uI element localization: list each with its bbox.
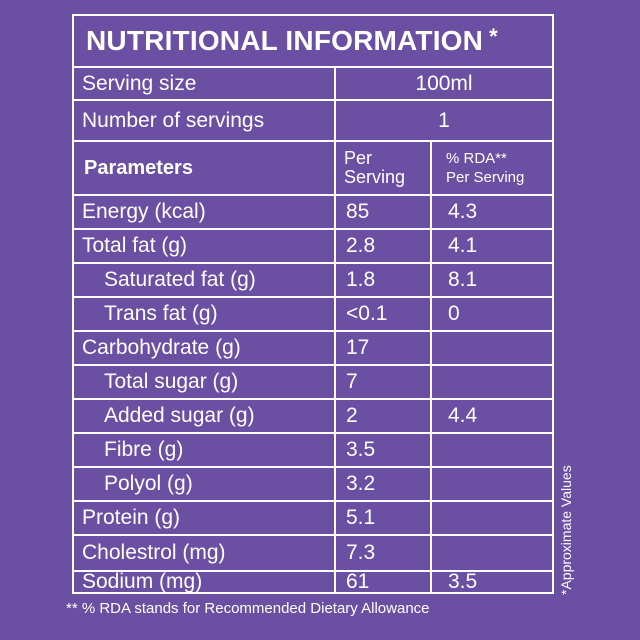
row-per-serving: 1.8 <box>334 264 430 296</box>
per-serving-header-line2: Serving <box>344 167 406 187</box>
approximate-values-note: *Approximate Values <box>558 465 574 595</box>
row-parameter: Total sugar (g) <box>104 370 239 393</box>
rda-header-line2: Per Serving <box>446 169 525 186</box>
row-parameter: Cholestrol (mg) <box>82 541 226 564</box>
table-row: Added sugar (g) 2 4.4 <box>74 400 552 434</box>
row-rda: 4.3 <box>430 196 552 228</box>
row-rda <box>430 434 552 466</box>
row-per-serving: 5.1 <box>334 502 430 534</box>
row-rda <box>430 536 552 570</box>
row-rda: 4.1 <box>430 230 552 262</box>
row-per-serving: 7 <box>334 366 430 398</box>
servings-count-value: 1 <box>334 101 552 140</box>
serving-size-value: 100ml <box>334 68 552 99</box>
table-row: Trans fat (g) <0.1 0 <box>74 298 552 332</box>
title-text: NUTRITIONAL INFORMATION <box>86 25 484 56</box>
table-row: Cholestrol (mg) 7.3 <box>74 536 552 572</box>
row-per-serving: 61 <box>334 572 430 592</box>
per-serving-header: Per Serving <box>334 142 430 194</box>
row-parameter: Polyol (g) <box>104 472 193 495</box>
row-parameter: Saturated fat (g) <box>104 268 256 291</box>
row-parameter: Added sugar (g) <box>104 404 255 427</box>
table-title: NUTRITIONAL INFORMATION * <box>74 16 552 68</box>
row-parameter: Carbohydrate (g) <box>82 336 241 359</box>
per-serving-header-line1: Per <box>344 148 373 168</box>
column-header-row: Parameters Per Serving % RDA** Per Servi… <box>74 142 552 196</box>
parameters-header: Parameters <box>84 156 193 179</box>
row-per-serving: <0.1 <box>334 298 430 330</box>
row-parameter: Fibre (g) <box>104 438 184 461</box>
row-per-serving: 17 <box>334 332 430 364</box>
row-per-serving: 7.3 <box>334 536 430 570</box>
table-row: Fibre (g) 3.5 <box>74 434 552 468</box>
row-per-serving: 85 <box>334 196 430 228</box>
row-parameter: Energy (kcal) <box>82 200 206 223</box>
row-parameter: Total fat (g) <box>82 234 188 257</box>
row-rda <box>430 332 552 364</box>
row-rda: 8.1 <box>430 264 552 296</box>
row-rda: 0 <box>430 298 552 330</box>
rda-header-line1: % RDA** <box>446 150 507 167</box>
table-row: Polyol (g) 3.2 <box>74 468 552 502</box>
servings-count-row: Number of servings 1 <box>74 101 552 142</box>
row-rda <box>430 366 552 398</box>
row-parameter: Protein (g) <box>82 506 181 529</box>
table-row: Carbohydrate (g) 17 <box>74 332 552 366</box>
row-rda <box>430 502 552 534</box>
serving-size-label: Serving size <box>82 71 197 95</box>
table-row: Total fat (g) 2.8 4.1 <box>74 230 552 264</box>
table-row: Energy (kcal) 85 4.3 <box>74 196 552 230</box>
row-rda: 3.5 <box>430 572 552 592</box>
row-rda: 4.4 <box>430 400 552 432</box>
serving-size-row: Serving size 100ml <box>74 68 552 101</box>
title-asterisk: * <box>489 24 498 49</box>
nutrition-table: NUTRITIONAL INFORMATION * Serving size 1… <box>72 14 554 594</box>
row-per-serving: 3.2 <box>334 468 430 500</box>
row-parameter: Sodium (mg) <box>82 572 203 592</box>
row-parameter: Trans fat (g) <box>104 302 218 325</box>
rda-header: % RDA** Per Serving <box>430 142 552 194</box>
table-row: Saturated fat (g) 1.8 8.1 <box>74 264 552 298</box>
row-per-serving: 3.5 <box>334 434 430 466</box>
table-row: Sodium (mg) 61 3.5 <box>74 572 552 592</box>
row-rda <box>430 468 552 500</box>
row-per-serving: 2.8 <box>334 230 430 262</box>
row-per-serving: 2 <box>334 400 430 432</box>
rda-footnote: ** % RDA stands for Recommended Dietary … <box>66 600 430 617</box>
servings-count-label: Number of servings <box>82 108 265 132</box>
table-row: Protein (g) 5.1 <box>74 502 552 536</box>
table-row: Total sugar (g) 7 <box>74 366 552 400</box>
